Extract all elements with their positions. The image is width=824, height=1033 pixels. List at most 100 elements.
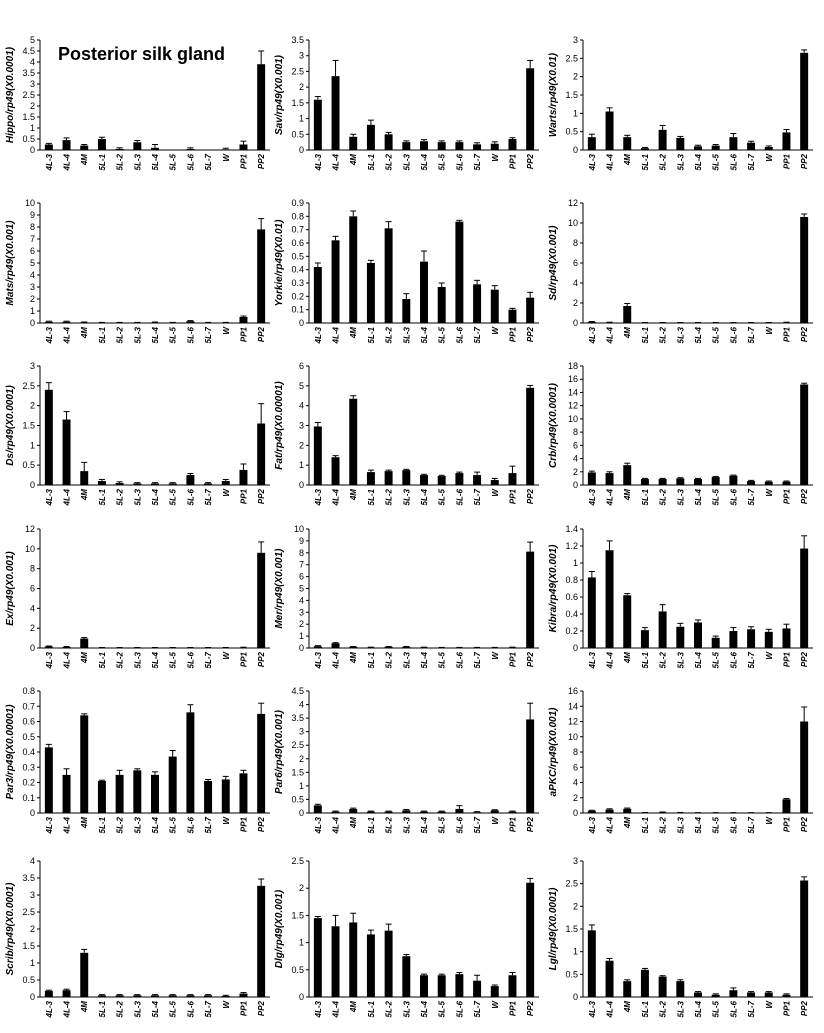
x-tick-label: 4M	[80, 489, 89, 501]
y-tick-label: 6	[299, 572, 304, 582]
bar-4L-4	[331, 76, 340, 150]
bar-PP2	[257, 713, 266, 813]
x-tick-label: 4L-3	[314, 651, 323, 669]
chart-panel-14: 0 0.5 1 1.5 2 2.5 3 3.5 4 4.5 Par6/rp49(X0.001) 4L-…	[274, 686, 539, 834]
x-tick-label: 4L-3	[45, 153, 54, 171]
x-tick-label: PP2	[257, 651, 266, 667]
bar-PP1	[782, 132, 791, 150]
bar-PP1	[508, 309, 517, 323]
y-tick-label: 1	[30, 123, 35, 133]
bar-W	[490, 143, 499, 150]
y-tick-label: 3	[299, 727, 304, 737]
bar-5L-4	[151, 147, 159, 150]
bar-4M	[80, 638, 89, 648]
x-tick-label: 4M	[349, 652, 358, 664]
y-tick-label: 2	[30, 101, 35, 111]
bar-4L-3	[313, 426, 322, 485]
bar-4L-3	[44, 990, 53, 997]
y-tick-label: 10	[25, 198, 35, 208]
y-tick-label: 4	[573, 278, 578, 288]
x-tick-label: 5L-3	[676, 488, 685, 505]
x-tick-label: 5L-3	[402, 816, 411, 833]
y-tick-label: 1.5	[22, 112, 35, 122]
bar-5L-7	[204, 780, 213, 813]
bar-4L-3	[587, 472, 596, 485]
bar-5L-3	[133, 483, 142, 485]
bar-4L-3	[587, 930, 596, 997]
y-tick-label: 3	[30, 282, 35, 292]
y-tick-label: 0.4	[565, 609, 578, 619]
x-tick-label: 5L-2	[659, 1000, 668, 1017]
x-tick-label: PP1	[239, 651, 248, 667]
x-tick-label: 5L-4	[694, 153, 703, 170]
x-tick-label: 4L-4	[332, 326, 341, 344]
y-tick-label: 2	[30, 623, 35, 633]
x-tick-label: 4M	[623, 817, 632, 829]
y-tick-label: 0	[30, 480, 35, 490]
x-tick-label: 4M	[623, 489, 632, 501]
y-tick-label: 0.5	[22, 975, 35, 985]
bar-PP2	[526, 719, 535, 813]
x-tick-label: PP2	[800, 326, 809, 342]
bar-5L-1	[366, 647, 375, 648]
x-tick-label: 5L-2	[659, 153, 668, 170]
y-tick-label: 0	[299, 808, 304, 818]
y-tick-label: 2	[573, 467, 578, 477]
x-tick-label: 5L-5	[438, 1000, 447, 1017]
y-tick-label: 4.5	[291, 686, 304, 696]
y-tick-label: 1.5	[291, 910, 304, 920]
x-tick-label: 5L-4	[694, 326, 703, 343]
y-tick-label: 4	[299, 401, 304, 411]
x-tick-label: 4L-4	[63, 326, 72, 344]
x-tick-label: 5L-7	[204, 1000, 213, 1017]
bar-5L-6	[186, 475, 195, 485]
y-tick-label: 0	[573, 145, 578, 155]
chart-panel-2: 0 0.5 1 1.5 2 2.5 3 3.5 Sav/rp49(X0.001) 4L-3 4L-4…	[274, 35, 539, 171]
y-tick-label: 2	[299, 440, 304, 450]
x-tick-label: 5L-3	[676, 153, 685, 170]
bar-5L-4	[151, 995, 159, 997]
bar-4L-3	[587, 810, 596, 813]
y-tick-label: 8	[573, 747, 578, 757]
x-tick-label: 5L-5	[712, 651, 721, 668]
y-axis-label: Crb/rp49(X0.0001)	[548, 382, 559, 468]
bar-4L-3	[44, 144, 53, 150]
x-tick-label: 5L-4	[694, 651, 703, 668]
bar-PP2	[257, 229, 266, 323]
x-tick-label: 5L-5	[712, 153, 721, 170]
x-tick-label: 4L-3	[45, 651, 54, 669]
x-tick-label: 5L-1	[641, 488, 650, 505]
bar-5L-5	[437, 975, 446, 997]
x-tick-label: 4L-3	[45, 1000, 54, 1018]
x-tick-label: 4L-3	[314, 488, 323, 506]
bar-4L-4	[62, 419, 71, 485]
chart-panel-15: 0 2 4 6 8 10 12 14 16 aPKC/rp49(X0.001) 4L-3 4L-4 4M…	[548, 686, 813, 834]
bar-5L-7	[473, 284, 482, 323]
y-tick-label: 0.7	[291, 225, 304, 235]
x-tick-label: 5L-5	[169, 651, 178, 668]
x-tick-label: 4M	[349, 817, 358, 829]
bar-W	[221, 149, 230, 150]
x-tick-label: 5L-1	[98, 816, 107, 833]
y-tick-label: 1	[30, 958, 35, 968]
bar-5L-5	[437, 287, 446, 323]
bar-5L-2	[384, 134, 393, 150]
y-axis-label: Ex/rp49(X0.001)	[5, 551, 16, 626]
x-tick-label: 5L-6	[729, 153, 738, 170]
chart-panel-5: 0 0.1 0.2 0.3 0.4 0.5 0.6 0.7 0.8 0.9 Yorkie/rp49(…	[274, 198, 539, 344]
x-tick-label: PP2	[800, 651, 809, 667]
bar-5L-2	[384, 228, 393, 323]
x-tick-label: 5L-7	[204, 488, 213, 505]
bar-5L-3	[402, 299, 411, 323]
y-tick-label: 0	[299, 318, 304, 328]
x-tick-label: 4M	[349, 489, 358, 501]
x-tick-label: 5L-5	[438, 488, 447, 505]
bar-4M	[349, 922, 358, 997]
y-tick-label: 0	[299, 145, 304, 155]
x-tick-label: PP2	[526, 1000, 535, 1016]
y-tick-label: 2.5	[291, 856, 304, 866]
y-tick-label: 10	[568, 732, 578, 742]
chart-panel-4: 0 1 2 3 4 5 6 7 8 9 10 Mats/rp49(X0.001) 4L-3 4L-4 4M 5…	[5, 198, 270, 344]
x-tick-label: 5L-6	[729, 488, 738, 505]
bar-W	[764, 147, 773, 150]
